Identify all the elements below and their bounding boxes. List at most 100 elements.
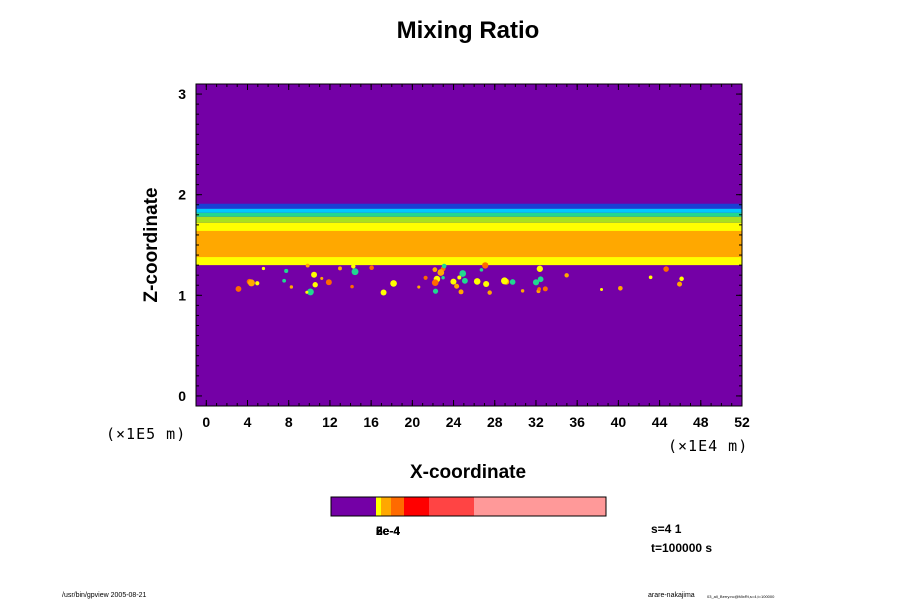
- blob: [417, 285, 421, 289]
- blob: [306, 288, 314, 296]
- footer-file: 03_all_Berry.nc@MixRt,s=4,t=100000: [707, 594, 775, 599]
- species-label: s=4 1: [651, 522, 682, 536]
- blob: [537, 287, 541, 291]
- y-tick-label: 0: [178, 388, 186, 404]
- blob: [459, 270, 467, 277]
- blob: [369, 265, 374, 271]
- x-tick-label: 40: [611, 414, 627, 430]
- y-scale-label: (×1E5 m): [106, 425, 186, 443]
- time-label: t=100000 s: [651, 541, 712, 555]
- blob: [454, 283, 460, 289]
- x-tick-label: 28: [487, 414, 503, 430]
- blob: [483, 280, 490, 288]
- blob: [390, 280, 397, 287]
- blob: [351, 264, 356, 269]
- blob: [487, 290, 492, 295]
- colorbar-segment: [474, 497, 606, 516]
- blob: [648, 275, 653, 280]
- blob: [380, 289, 387, 296]
- blob: [312, 282, 318, 288]
- x-axis-label: X-coordinate: [410, 462, 526, 483]
- chart-title: Mixing Ratio: [397, 17, 540, 44]
- blob: [479, 268, 484, 272]
- blob: [663, 266, 669, 272]
- blob: [520, 289, 525, 293]
- x-tick-label: 16: [363, 414, 379, 430]
- y-axis-label: Z-coordinate: [141, 187, 162, 302]
- blob: [441, 263, 447, 269]
- footer-left: /usr/bin/gpview 2005-08-21: [62, 592, 147, 599]
- x-tick-label: 48: [693, 414, 709, 430]
- blob: [320, 276, 324, 280]
- x-tick-label: 0: [202, 414, 210, 430]
- colorbar-segment: [331, 497, 376, 516]
- colorbar-label: 3e-4: [376, 524, 400, 538]
- blob: [536, 265, 543, 272]
- x-tick-label: 32: [528, 414, 544, 430]
- blob: [423, 275, 428, 280]
- blob: [282, 278, 287, 283]
- x-tick-label: 36: [569, 414, 585, 430]
- blob: [441, 275, 445, 280]
- blob: [432, 288, 439, 294]
- layer-band-5: [196, 230, 742, 258]
- layer-band-1: [196, 208, 742, 213]
- colorbar-segment: [381, 497, 391, 516]
- x-tick-label: 8: [285, 414, 293, 430]
- blob: [235, 286, 242, 292]
- colorbar-labels: 2e-43e-45e-46e-4: [376, 524, 400, 538]
- colorbar: [330, 496, 607, 517]
- blob: [458, 289, 464, 295]
- blob: [431, 279, 439, 286]
- blob: [437, 269, 445, 276]
- layer-band-3: [196, 216, 742, 223]
- y-tick-label: 3: [178, 86, 186, 102]
- blob: [305, 263, 310, 268]
- colorbar-segment: [404, 497, 429, 516]
- x-tick-label: 12: [322, 414, 338, 430]
- blob: [247, 279, 255, 287]
- x-ticks: 0 4 8 12 16 20 24 28 32 36 40 44 48 52: [202, 84, 750, 430]
- blob: [311, 271, 318, 278]
- blob: [351, 268, 359, 276]
- blob: [350, 284, 354, 289]
- layer-band-0: [196, 203, 742, 209]
- blob: [564, 273, 569, 278]
- blob: [305, 290, 309, 294]
- blob: [289, 285, 294, 289]
- blob: [473, 278, 481, 285]
- blob: [537, 276, 544, 283]
- y-tick-label: 1: [178, 287, 186, 303]
- colorbar-segment: [429, 497, 474, 516]
- blob: [261, 266, 266, 271]
- blob: [450, 278, 457, 285]
- blob: [600, 287, 604, 291]
- x-tick-label: 52: [734, 414, 750, 430]
- blob: [338, 266, 342, 271]
- blob: [542, 286, 548, 292]
- convective-blobs: [235, 262, 684, 296]
- blob: [618, 285, 623, 291]
- blob: [679, 276, 684, 282]
- blob: [509, 279, 516, 285]
- y-tick-label: 2: [178, 187, 186, 203]
- x-tick-label: 44: [652, 414, 668, 430]
- blob: [677, 281, 683, 287]
- x-tick-label: 24: [446, 414, 462, 430]
- colorbar-label: 5e-4: [376, 524, 400, 538]
- blob: [501, 277, 508, 285]
- blob: [461, 277, 468, 284]
- y-ticks: 0 1 2 3: [178, 86, 742, 404]
- blob: [532, 279, 540, 286]
- colorbar-segment: [391, 497, 404, 516]
- blob: [482, 262, 489, 269]
- blob: [325, 279, 332, 286]
- colorbar-label: 2e-4: [376, 524, 400, 538]
- layer-band-2: [196, 212, 742, 217]
- x-tick-label: 4: [244, 414, 252, 430]
- footer-user: arare-nakajima: [648, 592, 695, 599]
- colorbar-frame: [330, 496, 607, 517]
- mixing-layer-bands: [196, 203, 742, 266]
- colorbar-segment: [376, 497, 381, 516]
